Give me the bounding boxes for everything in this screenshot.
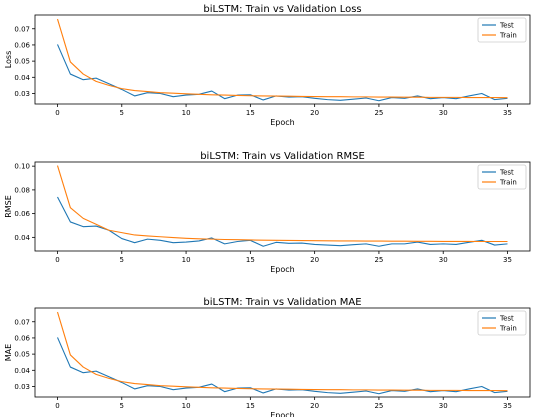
x-tick-label: 30 — [439, 402, 448, 410]
x-tick-label: 15 — [246, 256, 255, 264]
series-line-test — [56, 44, 508, 102]
x-tick-label: 25 — [374, 256, 383, 264]
plot-area — [34, 161, 531, 252]
legend-label-train: Train — [499, 325, 517, 333]
legend-box — [477, 310, 527, 336]
chart-panel-1: biLSTM: Train vs Validation Loss 0 5 10 15 20… — [4, 4, 531, 127]
x-tick-label: 0 — [55, 256, 59, 264]
y-tick-label: 0.04 — [14, 234, 30, 242]
chart-title: biLSTM: Train vs Validation RMSE — [200, 151, 365, 162]
y-tick-label: 0.06 — [14, 334, 30, 342]
legend: Test Train — [477, 17, 527, 43]
chart-panel-3: biLSTM: Train vs Validation MAE 0 5 10 15 20 2… — [4, 297, 531, 417]
y-axis-label: Loss — [4, 51, 13, 69]
x-tick-label: 35 — [503, 256, 512, 264]
x-tick-label: 0 — [55, 109, 59, 117]
x-tick-label: 0 — [55, 402, 59, 410]
y-tick-label: 0.05 — [14, 58, 30, 66]
x-tick-label: 30 — [439, 256, 448, 264]
series-line-train — [56, 18, 508, 99]
x-tick-label: 10 — [182, 402, 191, 410]
y-axis-label: RMSE — [4, 195, 13, 218]
chart-title: biLSTM: Train vs Validation MAE — [203, 297, 361, 308]
legend-label-test: Test — [499, 22, 514, 30]
series-line-test — [56, 337, 508, 395]
legend-label-train: Train — [499, 32, 517, 40]
y-tick-label: 0.04 — [14, 367, 30, 375]
x-tick-label: 25 — [374, 109, 383, 117]
y-tick-label: 0.06 — [14, 210, 30, 218]
y-tick-label: 0.06 — [14, 41, 30, 49]
y-axis-label: MAE — [4, 344, 13, 361]
x-tick-label: 20 — [310, 109, 319, 117]
legend: Test Train — [477, 164, 527, 190]
x-tick-label: 15 — [246, 402, 255, 410]
y-tick-label: 0.04 — [14, 74, 30, 82]
x-tick-label: 10 — [182, 256, 191, 264]
x-tick-label: 20 — [310, 256, 319, 264]
x-axis-label: Epoch — [270, 411, 295, 417]
x-tick-label: 25 — [374, 402, 383, 410]
y-tick-label: 0.08 — [14, 186, 30, 194]
y-tick-label: 0.05 — [14, 351, 30, 359]
legend: Test Train — [477, 310, 527, 336]
plot-area — [34, 307, 531, 398]
legend-box — [477, 17, 527, 43]
legend-label-train: Train — [499, 179, 517, 187]
y-tick-label: 0.07 — [14, 25, 30, 33]
series-line-train — [56, 311, 508, 392]
x-tick-label: 5 — [120, 109, 124, 117]
y-tick-label: 0.03 — [14, 383, 30, 391]
x-tick-label: 35 — [503, 402, 512, 410]
x-axis-label: Epoch — [270, 118, 295, 127]
x-tick-label: 30 — [439, 109, 448, 117]
y-tick-label: 0.10 — [14, 163, 30, 171]
legend-box — [477, 164, 527, 190]
x-tick-label: 10 — [182, 109, 191, 117]
chart-panel-2: biLSTM: Train vs Validation RMSE 0 5 10 15 20… — [4, 151, 531, 274]
x-tick-label: 35 — [503, 109, 512, 117]
legend-label-test: Test — [499, 169, 514, 177]
series-line-test — [57, 196, 508, 247]
y-tick-label: 0.07 — [14, 318, 30, 326]
x-tick-label: 15 — [246, 109, 255, 117]
x-tick-label: 5 — [120, 256, 124, 264]
y-tick-label: 0.03 — [14, 90, 30, 98]
plot-area — [34, 14, 531, 105]
series-line-train — [56, 165, 508, 243]
x-tick-label: 5 — [120, 402, 124, 410]
x-axis-label: Epoch — [270, 265, 295, 274]
chart-title: biLSTM: Train vs Validation Loss — [203, 4, 361, 15]
x-tick-label: 20 — [310, 402, 319, 410]
legend-label-test: Test — [499, 315, 514, 323]
